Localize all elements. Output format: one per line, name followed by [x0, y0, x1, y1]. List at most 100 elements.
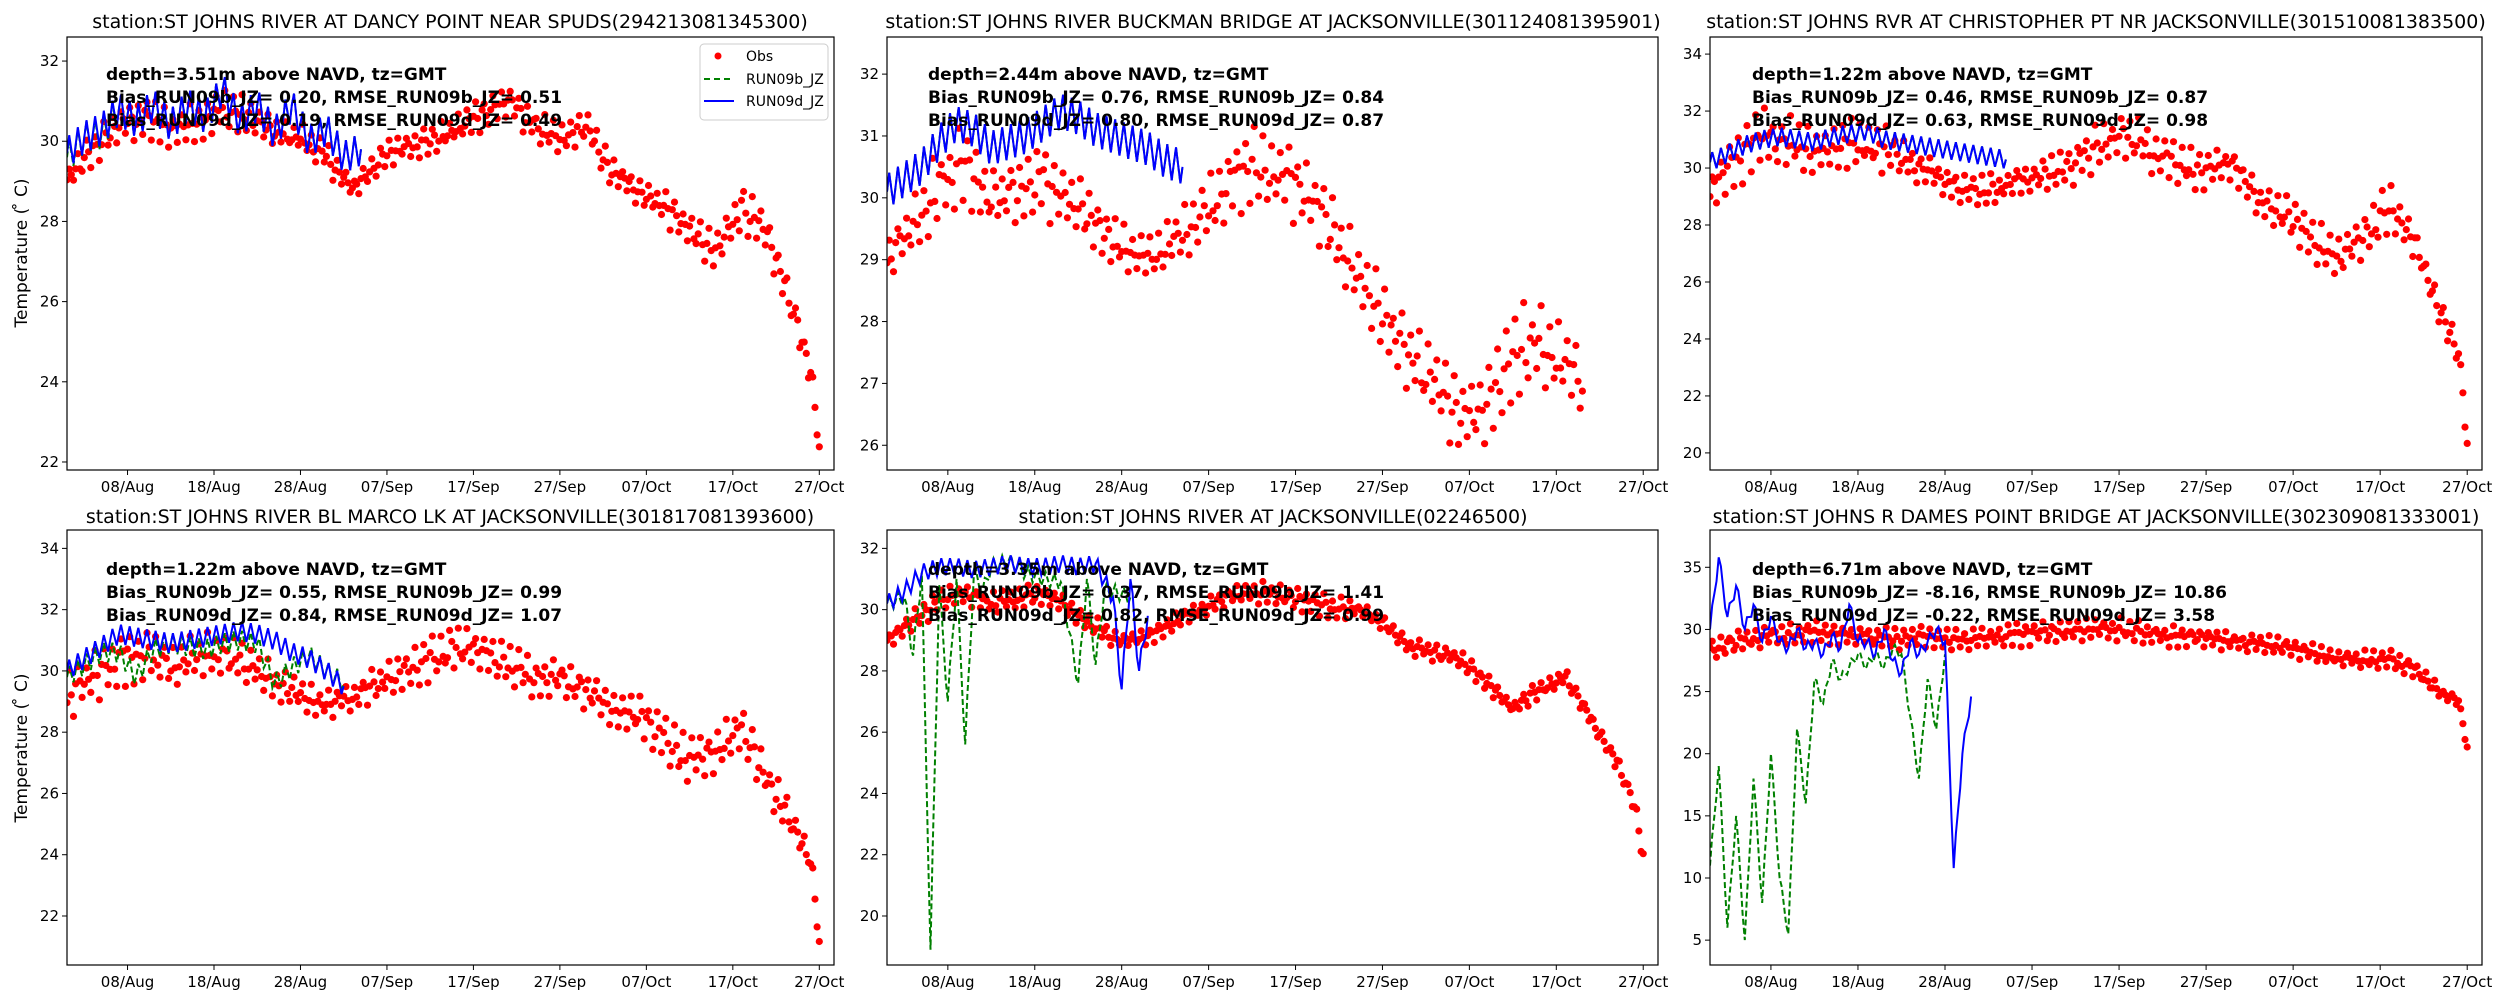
obs-point [2008, 641, 2016, 650]
obs-point [1415, 636, 1423, 644]
obs-point [2209, 175, 2217, 183]
obs-point [1856, 625, 1864, 633]
obs-point [1050, 589, 1058, 597]
obs-point [1129, 235, 1137, 244]
obs-point [165, 143, 173, 151]
obs-point [778, 290, 787, 298]
obs-point [1837, 144, 1845, 152]
obs-point [78, 693, 86, 702]
obs-point [1897, 637, 1906, 645]
obs-point [2441, 318, 2449, 326]
obs-point [1344, 257, 1352, 265]
obs-point [95, 156, 103, 165]
obs-point [1426, 368, 1434, 376]
obs-point [1291, 173, 1300, 181]
obs-point [679, 210, 687, 218]
obs-point [1808, 168, 1816, 176]
obs-point [1341, 615, 1350, 623]
obs-point [1407, 331, 1415, 339]
run09d-line [67, 76, 362, 171]
obs-point [1009, 178, 1017, 186]
obs-point [199, 672, 207, 680]
obs-point [1576, 404, 1584, 412]
obs-point [422, 654, 430, 663]
obs-point [1124, 641, 1132, 650]
obs-point [1026, 178, 1034, 186]
obs-point [1537, 679, 1545, 687]
obs-point [1037, 200, 1045, 208]
obs-point [463, 106, 471, 114]
obs-point [809, 373, 817, 381]
obs-point [1172, 609, 1180, 617]
obs-point [1961, 630, 1969, 638]
obs-point [523, 102, 532, 110]
obs-point [1096, 217, 1104, 225]
obs-point [1215, 591, 1224, 599]
obs-point [610, 156, 618, 164]
axes-frame [1709, 36, 2483, 471]
obs-point [1974, 201, 1982, 209]
obs-point [2209, 641, 2217, 649]
obs-point [2119, 125, 2127, 133]
run09b-line [67, 630, 345, 692]
annotation-bias-run09d: Bias_RUN09d_JZ= 0.19, RMSE_RUN09d_JZ= 0.… [106, 111, 562, 131]
obs-point [2248, 631, 2256, 639]
obs-point [1315, 242, 1323, 250]
obs-point [554, 682, 562, 690]
obs-point [2359, 236, 2367, 245]
obs-point [627, 173, 635, 181]
obs-point [1394, 363, 1402, 371]
obs-point [2326, 231, 2334, 239]
obs-point [1168, 627, 1176, 635]
obs-point [1572, 684, 1580, 692]
obs-point [1076, 606, 1084, 615]
obs-point [1102, 215, 1111, 223]
obs-point [497, 88, 506, 96]
obs-point [238, 91, 246, 99]
obs-point [783, 793, 791, 801]
obs-point [2287, 228, 2295, 236]
subplot-marco-lk: station:ST JOHNS RIVER BL MARCO LK AT JA… [11, 506, 844, 991]
y-tick-label: 10 [1683, 869, 1702, 887]
obs-point [1826, 160, 1834, 168]
obs-point [337, 180, 346, 188]
obs-point [165, 674, 173, 683]
obs-point [331, 697, 339, 705]
obs-point [1806, 152, 1814, 161]
obs-point [1520, 690, 1528, 699]
obs-point [2115, 623, 2123, 632]
obs-point [1159, 263, 1167, 271]
obs-point [372, 691, 380, 700]
obs-point [2182, 643, 2191, 651]
obs-point [1472, 426, 1480, 434]
obs-point [2006, 180, 2014, 189]
y-tick-label: 22 [860, 846, 879, 864]
obs-point [2178, 626, 2186, 634]
obs-point [660, 728, 668, 737]
obs-point [2074, 618, 2082, 626]
obs-point [2230, 153, 2238, 161]
obs-point [67, 171, 75, 179]
obs-point [1930, 179, 1938, 187]
obs-point [389, 688, 397, 696]
obs-point [2339, 662, 2347, 670]
obs-point [2045, 631, 2053, 639]
obs-point [2113, 637, 2121, 645]
obs-point [1002, 207, 1011, 215]
obs-point [1570, 361, 1578, 369]
obs-point [476, 665, 484, 673]
obs-point [694, 230, 702, 238]
obs-point [601, 142, 609, 150]
obs-point [353, 693, 361, 701]
obs-point [597, 164, 605, 172]
obs-point [1502, 693, 1510, 701]
obs-point [653, 708, 661, 716]
obs-point [190, 138, 199, 146]
obs-point [80, 680, 88, 688]
x-tick-label: 17/Sep [1269, 973, 1321, 991]
obs-point [1072, 619, 1080, 627]
obs-point [590, 687, 599, 695]
obs-point [1413, 352, 1421, 360]
obs-point [2058, 168, 2067, 176]
x-tick-label: 18/Aug [1831, 973, 1884, 991]
